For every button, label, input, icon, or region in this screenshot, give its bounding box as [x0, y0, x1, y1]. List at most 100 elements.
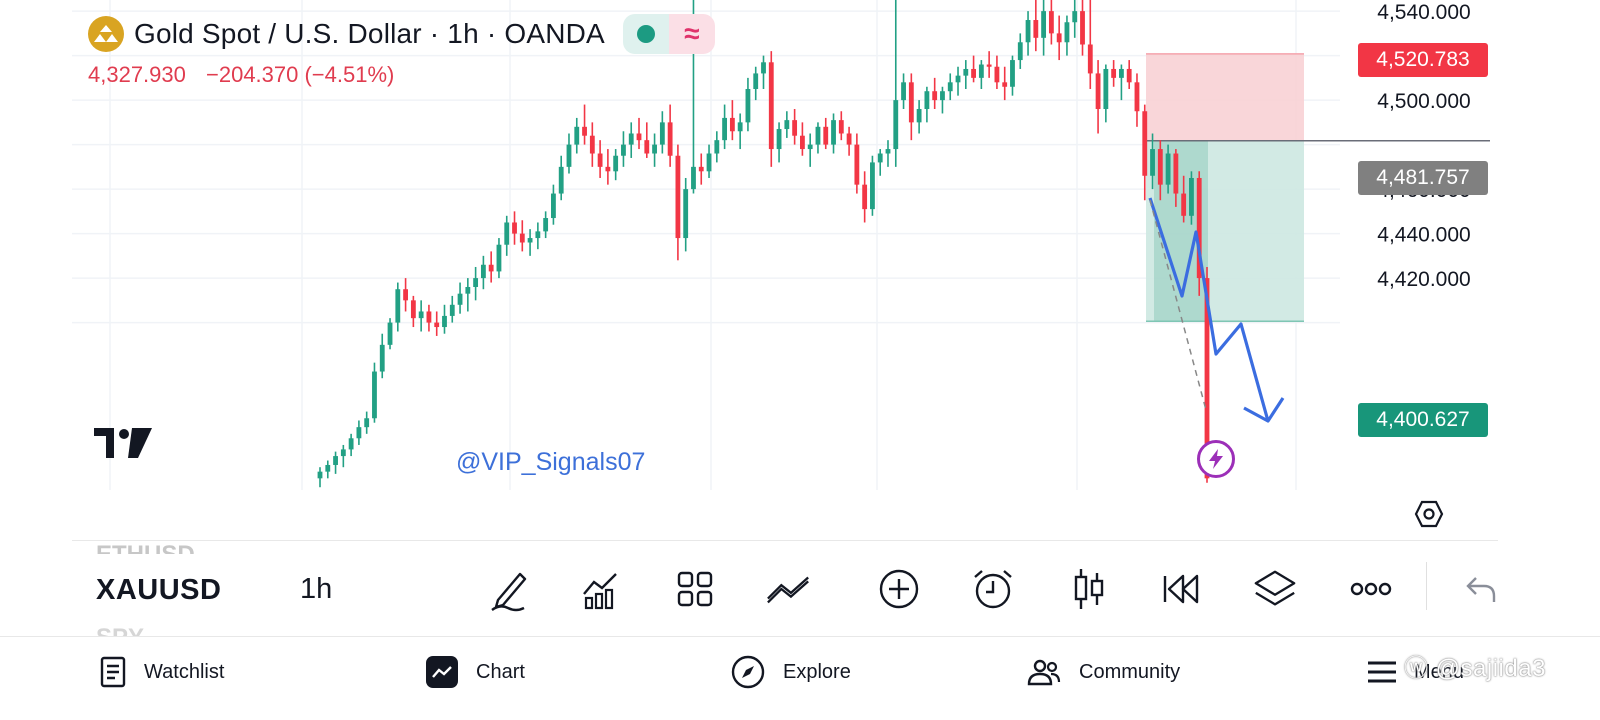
candle-up	[613, 149, 619, 181]
replay-icon[interactable]	[1158, 566, 1204, 612]
candle-body	[924, 91, 930, 110]
nav-menu[interactable]: Menu	[1368, 652, 1464, 692]
candle-down	[597, 140, 603, 178]
lightning-icon[interactable]	[1197, 440, 1235, 478]
candle-body	[706, 153, 712, 172]
candle-down	[854, 133, 860, 194]
candle-up	[1189, 171, 1194, 225]
candle-body	[768, 62, 774, 150]
community-icon	[1027, 659, 1061, 686]
pencil-icon[interactable]	[486, 566, 532, 612]
candle-up	[1150, 133, 1155, 190]
symbol-current[interactable]: XAUUSD	[96, 574, 222, 606]
layers-icon[interactable]	[1252, 566, 1298, 612]
projection-arrowhead	[1243, 397, 1285, 423]
alarm-icon[interactable]	[970, 566, 1016, 612]
candle-body	[862, 184, 868, 210]
candle-down	[589, 122, 595, 167]
candle-up	[551, 184, 556, 225]
symbol-prev[interactable]: ETHUSD	[96, 532, 195, 554]
candle-up	[317, 467, 323, 488]
candle-body	[831, 120, 836, 145]
compass-icon	[731, 655, 765, 689]
undo-icon[interactable]	[1458, 566, 1504, 612]
symbol-next[interactable]: SPY	[96, 624, 144, 636]
candle-body	[683, 189, 689, 239]
plus-icon[interactable]	[876, 566, 922, 612]
candle-down	[1111, 60, 1117, 87]
candle-body	[340, 449, 346, 457]
candle-up	[978, 60, 984, 89]
candle-down	[698, 153, 704, 185]
market-status-pill[interactable]: ≈	[622, 14, 715, 54]
hamburger-icon	[1368, 661, 1396, 683]
candle-up	[870, 155, 875, 216]
candle-body	[1017, 42, 1023, 61]
nav-community[interactable]: Community	[1027, 652, 1180, 692]
stop-price-tag: 4,520.783	[1358, 43, 1488, 77]
candle-up	[1072, 0, 1078, 38]
more-icon[interactable]	[1348, 566, 1394, 612]
candle-body	[870, 162, 875, 210]
interval-selector[interactable]: 1h	[300, 573, 333, 605]
nav-watchlist[interactable]: Watchlist	[100, 652, 224, 692]
candle-body	[496, 244, 502, 272]
candle-body	[535, 231, 541, 239]
settings-hex-icon[interactable]	[1414, 500, 1444, 528]
candle-up	[333, 451, 338, 474]
candle-down	[932, 77, 938, 110]
candle-body	[605, 166, 611, 172]
compare-icon[interactable]	[766, 566, 812, 612]
grid-icon[interactable]	[672, 566, 718, 612]
nav-watchlist-label: Watchlist	[144, 660, 225, 683]
candle-body	[473, 278, 479, 287]
candle-body	[815, 126, 821, 145]
candle-body	[893, 100, 899, 150]
candle-body	[1196, 177, 1202, 279]
candle-body	[364, 418, 370, 428]
candle-up	[449, 295, 455, 323]
candles-icon[interactable]	[1066, 566, 1112, 612]
candle-up	[1041, 0, 1047, 56]
candle-body	[1080, 11, 1085, 45]
candle-up	[442, 304, 447, 334]
nav-chart[interactable]: Chart	[426, 652, 525, 692]
candle-body	[356, 427, 362, 439]
candle-body	[1126, 68, 1132, 83]
candle-body	[916, 109, 922, 123]
candle-body	[838, 120, 844, 134]
candle-down	[971, 55, 976, 83]
candle-down	[729, 100, 735, 141]
candle-body	[901, 82, 906, 101]
symbol-legend[interactable]: Gold Spot / U.S. Dollar · 1h · OANDA ≈	[88, 14, 715, 54]
candle-body	[1150, 149, 1155, 176]
candle-down	[426, 304, 432, 332]
price-tick: 4,440.000	[1377, 224, 1470, 247]
candle-up	[535, 222, 541, 250]
price-chart[interactable]: 19212324252830 4,540.0004,500.0004,460.0…	[0, 0, 1600, 500]
candle-body	[955, 75, 961, 83]
candle-up	[574, 117, 580, 154]
candle-up	[877, 149, 883, 176]
tradingview-logo-icon	[94, 428, 152, 458]
candle-body	[698, 166, 704, 172]
candle-up	[364, 411, 370, 434]
candle-body	[325, 464, 331, 472]
projection-arrow	[1148, 197, 1285, 423]
candle-up	[807, 133, 813, 167]
nav-explore[interactable]: Explore	[731, 652, 851, 692]
candle-up	[652, 133, 657, 167]
nav-chart-label: Chart	[476, 660, 525, 683]
indicators-icon[interactable]	[578, 566, 624, 612]
candle-down	[862, 171, 868, 223]
candle-body	[947, 82, 953, 92]
candle-up	[722, 104, 728, 150]
candle-up	[737, 113, 743, 150]
candle-down	[1126, 60, 1132, 89]
watchlist-icon	[100, 656, 126, 688]
candle-body	[613, 155, 619, 172]
nav-community-label: Community	[1079, 660, 1181, 683]
candle-body	[722, 117, 728, 141]
candle-body	[636, 133, 642, 141]
candle-up	[714, 131, 720, 163]
